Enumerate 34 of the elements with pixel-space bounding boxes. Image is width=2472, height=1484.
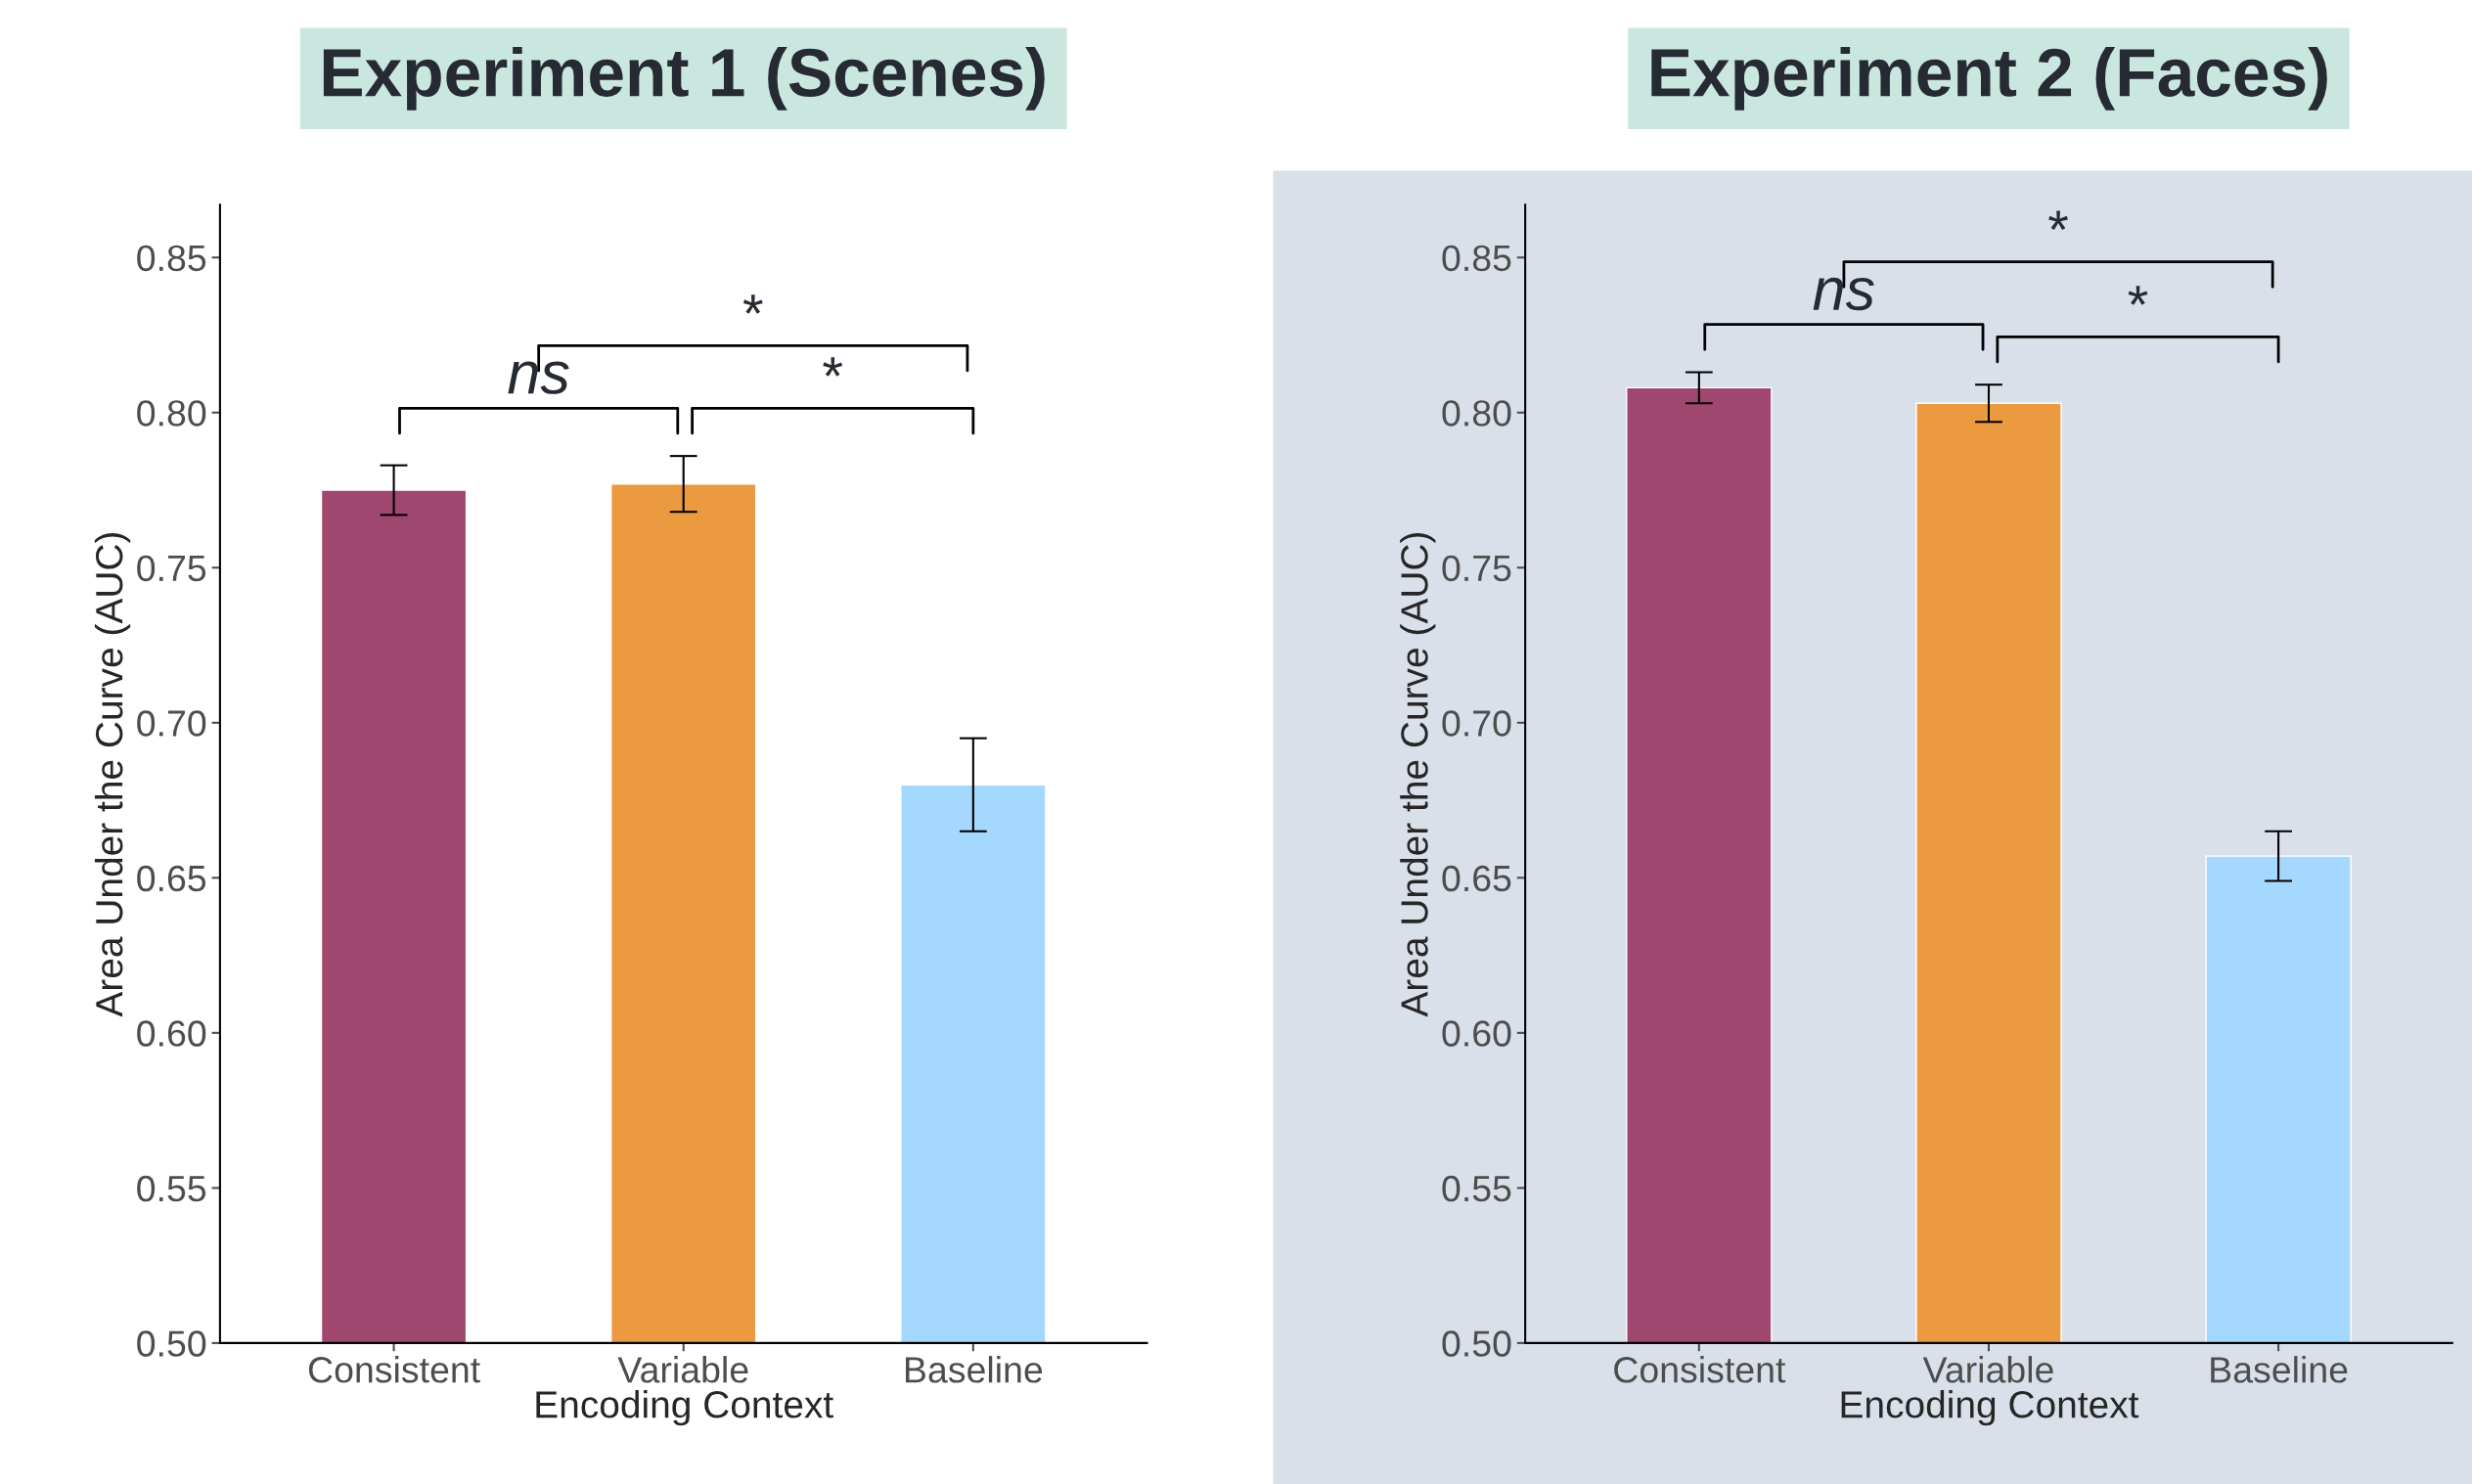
y-tick-label: 0.65 [137, 865, 206, 892]
annotation: ns [508, 361, 569, 394]
annotation: * [823, 357, 843, 377]
x-tick-label: Consistent [308, 1356, 480, 1383]
y-axis-title: Area Under the Curve (AUC) [94, 532, 131, 1017]
y-tick-label: 0.55 [137, 1175, 206, 1202]
chart-title: Experiment 2 (Faces) [1651, 46, 2327, 111]
y-tick-label: 0.80 [137, 400, 206, 427]
annotation: * [2128, 286, 2148, 305]
y-tick-label: 0.75 [1442, 555, 1511, 582]
y-tick-label: 0.70 [137, 710, 206, 737]
annotation: * [2048, 210, 2068, 231]
chart-title: Experiment 1 (Scenes) [323, 46, 1045, 111]
y-tick-label: 0.50 [137, 1330, 206, 1357]
x-axis-title: Encoding Context [536, 1390, 833, 1426]
x-axis-title: Encoding Context [1841, 1390, 2139, 1426]
y-tick-label: 0.50 [1442, 1330, 1511, 1357]
y-tick-label: 0.60 [137, 1020, 206, 1047]
x-tick-label: Baseline [906, 1356, 1043, 1383]
x-tick-label: Variable [1922, 1356, 2053, 1383]
x-tick-label: Variable [617, 1356, 748, 1383]
y-tick-label: 0.80 [1442, 400, 1511, 427]
x-tick-label: Baseline [2211, 1356, 2348, 1383]
annotation: * [742, 294, 763, 314]
y-tick-label: 0.85 [137, 245, 206, 272]
annotation: ns [1813, 277, 1874, 311]
y-tick-label: 0.65 [1442, 865, 1511, 892]
x-tick-label: Consistent [1614, 1356, 1786, 1383]
y-tick-label: 0.70 [1442, 710, 1511, 737]
y-axis-title: Area Under the Curve (AUC) [1400, 532, 1436, 1017]
y-tick-label: 0.60 [1442, 1020, 1511, 1047]
y-tick-label: 0.55 [1442, 1175, 1511, 1202]
y-tick-label: 0.85 [1442, 245, 1511, 272]
y-tick-label: 0.75 [137, 555, 206, 582]
